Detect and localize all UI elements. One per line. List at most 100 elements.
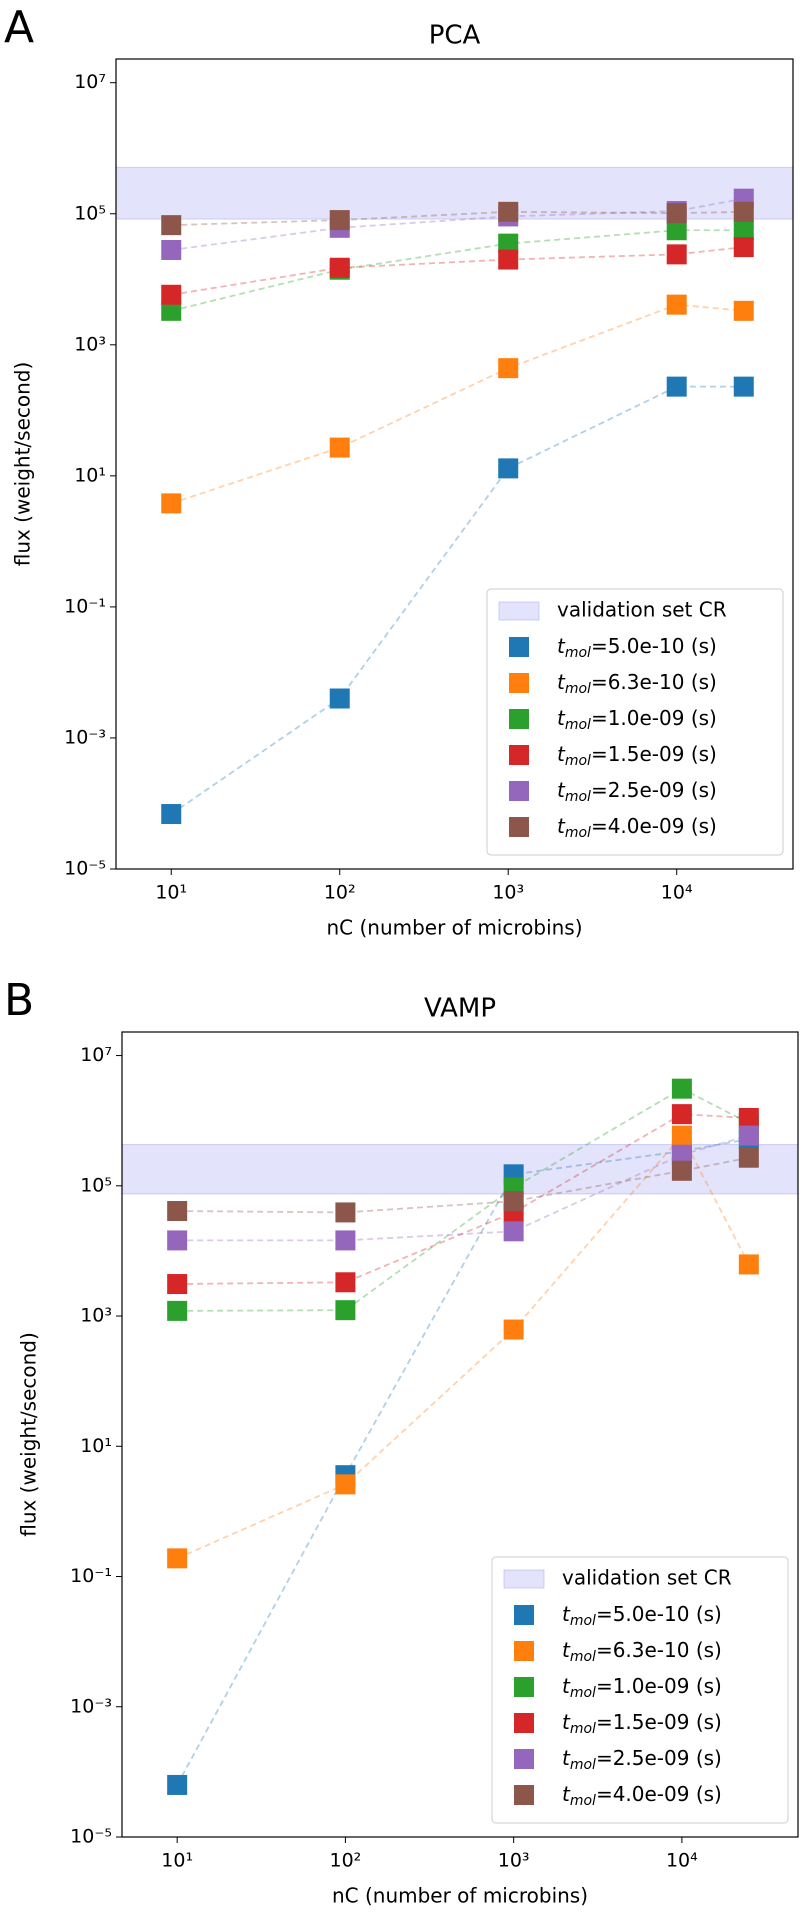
marker	[167, 1300, 188, 1321]
legend-label: validation set CR	[557, 598, 727, 622]
y-tick-label: 10⁵	[80, 1174, 112, 1196]
marker	[167, 1774, 188, 1795]
marker	[498, 249, 519, 270]
y-tick-label: 10³	[80, 1305, 112, 1327]
marker	[335, 1272, 356, 1293]
series-line	[176, 1138, 749, 1786]
y-tick-label: 10⁵	[74, 202, 106, 224]
legend-swatch	[514, 1641, 534, 1661]
legend-label: tmol=4.0e-09 (s)	[562, 1782, 722, 1810]
x-tick-label: 10¹	[155, 882, 187, 904]
marker	[161, 300, 182, 321]
x-tick-label: 10⁴	[666, 1850, 698, 1872]
legend-swatch	[503, 1569, 545, 1589]
marker	[738, 1107, 759, 1128]
series-line	[170, 303, 744, 505]
y-axis-label: flux (weight/second)	[11, 362, 35, 567]
y-tick-label: 10¹	[80, 1435, 112, 1457]
marker	[329, 210, 350, 231]
legend-swatch	[514, 1713, 534, 1733]
legend-label: tmol=5.0e-10 (s)	[557, 634, 717, 662]
marker	[666, 220, 687, 241]
marker	[335, 1230, 356, 1251]
series-line	[171, 246, 744, 296]
series-line	[176, 1134, 750, 1560]
legend-label: validation set CR	[562, 1566, 732, 1590]
marker	[161, 215, 182, 236]
marker	[671, 1160, 692, 1181]
series-line	[171, 229, 744, 312]
marker	[161, 284, 182, 305]
legend-swatch	[509, 637, 529, 657]
marker	[738, 1125, 759, 1146]
marker	[161, 239, 182, 260]
y-axis-label: flux (weight/second)	[17, 1332, 41, 1537]
marker	[733, 201, 754, 222]
plot-frame	[121, 1031, 799, 1838]
legend-swatch	[514, 1677, 534, 1697]
legend-label: tmol=1.0e-09 (s)	[557, 706, 717, 734]
legend-label: tmol=6.3e-10 (s)	[562, 1638, 722, 1666]
legend-swatch	[509, 781, 529, 801]
marker	[733, 237, 754, 258]
marker	[503, 1319, 524, 1340]
x-axis-label: nC (number of microbins)	[332, 1884, 588, 1908]
marker	[335, 1474, 356, 1495]
legend-swatch	[498, 601, 540, 621]
legend-swatch	[509, 709, 529, 729]
marker	[167, 1274, 188, 1295]
marker	[503, 1191, 524, 1212]
marker	[671, 1144, 692, 1165]
y-tick-label: 10⁻³	[70, 1695, 112, 1717]
y-tick-label: 10⁻¹	[64, 595, 106, 617]
marker	[738, 1254, 759, 1275]
panel-label: B	[4, 975, 34, 1026]
legend-label: tmol=5.0e-10 (s)	[562, 1602, 722, 1630]
marker	[335, 1300, 356, 1321]
marker	[498, 358, 519, 379]
marker	[167, 1201, 188, 1222]
marker	[329, 257, 350, 278]
x-tick-label: 10³	[498, 1850, 530, 1872]
marker	[335, 1202, 356, 1223]
marker	[733, 220, 754, 241]
legend-swatch	[514, 1605, 534, 1625]
marker	[671, 1125, 692, 1146]
series-line	[177, 1113, 749, 1285]
marker	[671, 1104, 692, 1125]
y-tick-label: 10³	[74, 333, 106, 355]
x-tick-label: 10⁴	[661, 882, 693, 904]
x-tick-label: 10¹	[161, 1850, 193, 1872]
marker	[671, 1078, 692, 1099]
x-tick-label: 10³	[492, 882, 524, 904]
legend-swatch	[514, 1749, 534, 1769]
marker	[666, 294, 687, 315]
series-line	[177, 1087, 750, 1312]
x-tick-label: 10²	[324, 882, 356, 904]
marker	[666, 244, 687, 265]
legend-label: tmol=4.0e-09 (s)	[557, 814, 717, 842]
marker	[733, 300, 754, 321]
legend-label: tmol=1.0e-09 (s)	[562, 1674, 722, 1702]
chart-title: VAMP	[424, 994, 496, 1024]
legend-label: tmol=1.5e-09 (s)	[557, 742, 717, 770]
y-tick-label: 10¹	[74, 464, 106, 486]
y-tick-label: 10⁷	[80, 1044, 112, 1066]
series-line	[177, 1134, 750, 1242]
series-line	[171, 210, 744, 227]
legend-frame	[491, 1556, 789, 1824]
marker	[738, 1147, 759, 1168]
marker	[498, 201, 519, 222]
x-axis-label: nC (number of microbins)	[326, 916, 582, 940]
marker	[329, 437, 350, 458]
band	[115, 166, 794, 220]
y-tick-label: 10⁻³	[64, 726, 106, 748]
y-tick-label: 10⁻⁵	[70, 1826, 112, 1848]
marker	[167, 1548, 188, 1569]
panel-label: A	[4, 2, 34, 53]
legend-swatch	[509, 745, 529, 765]
marker	[329, 688, 350, 709]
legend-label: tmol=2.5e-09 (s)	[557, 778, 717, 806]
legend-label: tmol=1.5e-09 (s)	[562, 1710, 722, 1738]
